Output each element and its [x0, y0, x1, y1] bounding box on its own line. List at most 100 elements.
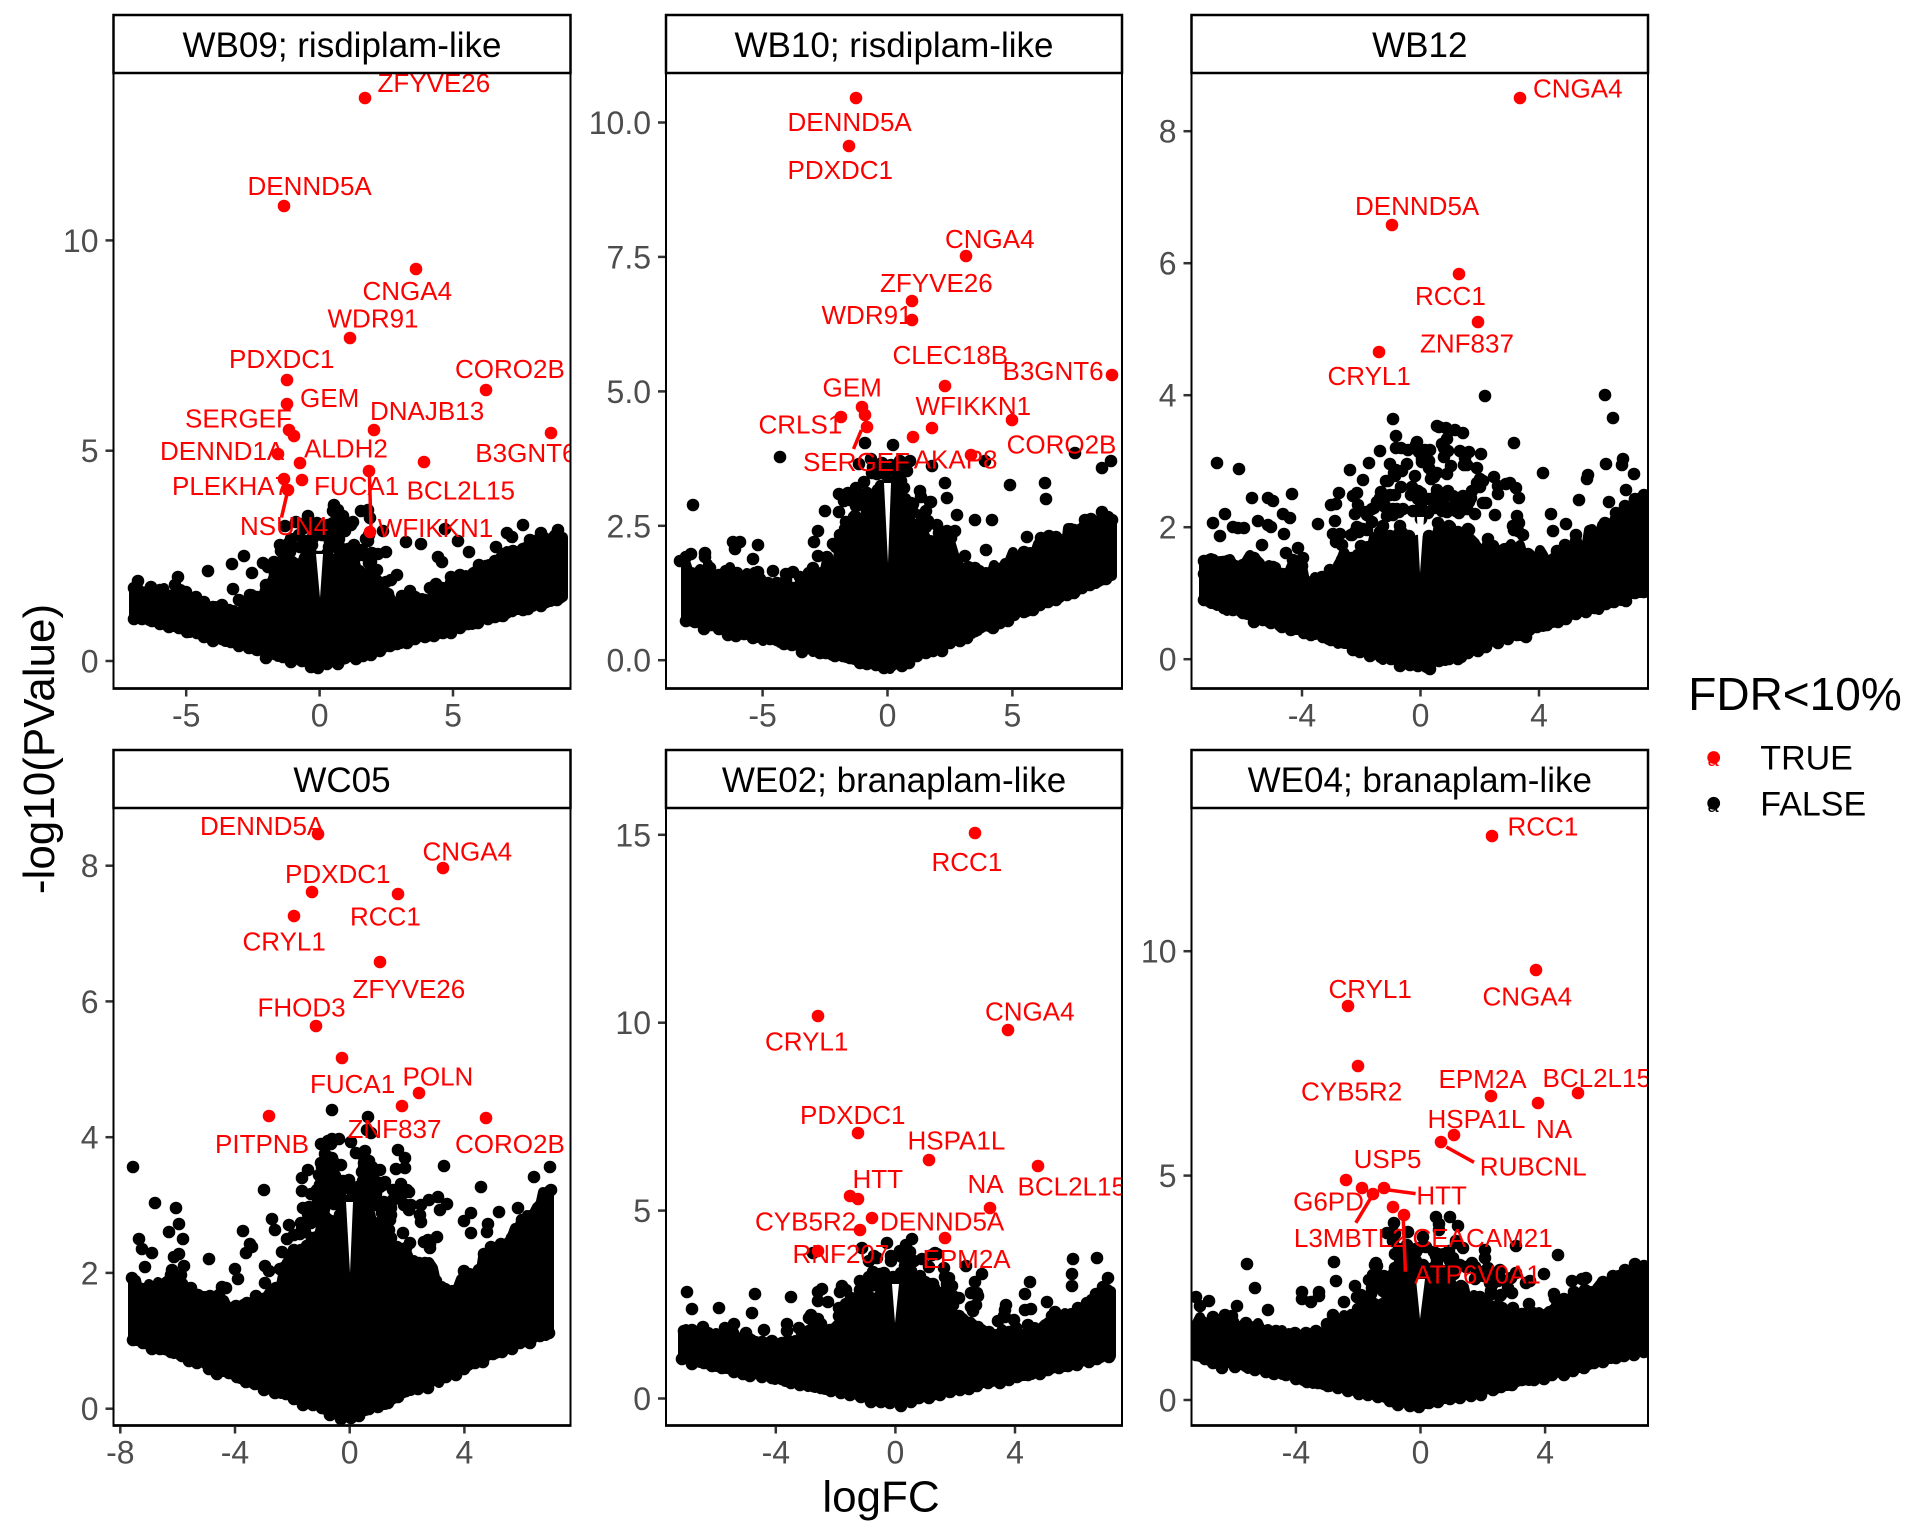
- svg-text:HSPA1L: HSPA1L: [1428, 1104, 1526, 1134]
- svg-text:0: 0: [887, 1435, 905, 1471]
- svg-text:PLEKHA7: PLEKHA7: [172, 471, 289, 501]
- svg-text:0: 0: [311, 698, 329, 734]
- svg-text:HTT: HTT: [1416, 1181, 1467, 1211]
- svg-text:-8: -8: [106, 1435, 134, 1471]
- svg-text:RCC1: RCC1: [350, 902, 421, 932]
- svg-text:5.0: 5.0: [607, 374, 651, 410]
- svg-text:PDXDC1: PDXDC1: [229, 344, 334, 374]
- svg-text:FUCA1: FUCA1: [314, 471, 399, 501]
- svg-text:CNGA4: CNGA4: [1483, 982, 1573, 1012]
- svg-text:0: 0: [81, 644, 99, 680]
- svg-text:-5: -5: [748, 698, 776, 734]
- svg-text:ZFYVE26: ZFYVE26: [880, 268, 993, 298]
- svg-text:0: 0: [1159, 1383, 1177, 1419]
- svg-text:-4: -4: [762, 1435, 790, 1471]
- svg-text:CRYL1: CRYL1: [1329, 974, 1412, 1004]
- svg-text:CLEC18B: CLEC18B: [893, 340, 1009, 370]
- svg-text:4: 4: [81, 1120, 99, 1156]
- svg-text:FALSE: FALSE: [1760, 785, 1866, 823]
- svg-text:EPM2A: EPM2A: [1439, 1064, 1528, 1094]
- svg-text:CNGA4: CNGA4: [985, 997, 1075, 1027]
- svg-text:DENND5A: DENND5A: [880, 1207, 1005, 1237]
- svg-text:B3GNT6: B3GNT6: [475, 438, 576, 468]
- svg-text:CNGA4: CNGA4: [363, 276, 453, 306]
- svg-text:2.5: 2.5: [607, 508, 651, 544]
- svg-text:NSUN4: NSUN4: [240, 511, 328, 541]
- svg-text:BCL2L15: BCL2L15: [1018, 1172, 1126, 1202]
- svg-text:4: 4: [1159, 378, 1177, 414]
- svg-text:SERGEF: SERGEF: [803, 447, 910, 477]
- svg-text:0: 0: [1412, 698, 1430, 734]
- svg-text:-log10(PValue): -log10(PValue): [15, 604, 64, 894]
- svg-text:6: 6: [1159, 246, 1177, 282]
- svg-text:WDR91: WDR91: [822, 300, 913, 330]
- svg-text:CEACAM21: CEACAM21: [1413, 1223, 1553, 1253]
- svg-text:DNAJB13: DNAJB13: [370, 396, 484, 426]
- svg-text:0: 0: [633, 1381, 651, 1417]
- svg-text:PITPNB: PITPNB: [215, 1129, 309, 1159]
- svg-text:RNF207: RNF207: [793, 1239, 890, 1269]
- svg-text:CRYL1: CRYL1: [765, 1027, 848, 1057]
- svg-text:WB09; risdiplam-like: WB09; risdiplam-like: [183, 26, 502, 65]
- svg-text:PDXDC1: PDXDC1: [788, 155, 893, 185]
- svg-text:0.0: 0.0: [607, 643, 651, 679]
- svg-text:0: 0: [1159, 642, 1177, 678]
- svg-text:SERGEF: SERGEF: [185, 404, 292, 434]
- svg-text:10: 10: [63, 223, 99, 259]
- svg-text:BCL2L15: BCL2L15: [407, 476, 515, 506]
- svg-text:CNGA4: CNGA4: [423, 837, 513, 867]
- svg-text:logFC: logFC: [822, 1473, 939, 1522]
- svg-text:WE02; branaplam-like: WE02; branaplam-like: [722, 761, 1066, 800]
- svg-text:PDXDC1: PDXDC1: [285, 859, 390, 889]
- svg-text:ZNF837: ZNF837: [348, 1114, 442, 1144]
- svg-text:DENND1A: DENND1A: [160, 436, 285, 466]
- svg-text:-4: -4: [1282, 1435, 1310, 1471]
- svg-text:CRYL1: CRYL1: [1328, 361, 1411, 391]
- svg-text:POLN: POLN: [403, 1062, 474, 1092]
- svg-text:EPM2A: EPM2A: [923, 1244, 1012, 1274]
- svg-text:NA: NA: [1536, 1114, 1573, 1144]
- svg-text:HTT: HTT: [853, 1164, 904, 1194]
- svg-text:4: 4: [1006, 1435, 1024, 1471]
- svg-text:4: 4: [1536, 1435, 1554, 1471]
- svg-text:WDR91: WDR91: [328, 304, 419, 334]
- svg-text:FHOD3: FHOD3: [258, 993, 346, 1023]
- svg-text:CRYL1: CRYL1: [243, 927, 326, 957]
- svg-text:FUCA1: FUCA1: [310, 1069, 395, 1099]
- svg-text:CNGA4: CNGA4: [945, 224, 1035, 254]
- svg-text:2: 2: [81, 1255, 99, 1291]
- svg-text:WC05: WC05: [293, 761, 390, 800]
- svg-text:-4: -4: [1288, 698, 1316, 734]
- svg-text:L3MBTL2: L3MBTL2: [1294, 1223, 1407, 1253]
- svg-text:0: 0: [1412, 1435, 1430, 1471]
- svg-text:CORO2B: CORO2B: [455, 1129, 565, 1159]
- svg-text:BCL2L15: BCL2L15: [1543, 1063, 1651, 1093]
- svg-text:5: 5: [81, 433, 99, 469]
- svg-text:-4: -4: [221, 1435, 249, 1471]
- svg-text:RUBCNL: RUBCNL: [1480, 1152, 1587, 1182]
- svg-text:ALDH2: ALDH2: [304, 434, 388, 464]
- svg-text:5: 5: [1159, 1158, 1177, 1194]
- svg-text:HSPA1L: HSPA1L: [908, 1126, 1006, 1156]
- svg-text:4: 4: [456, 1435, 474, 1471]
- svg-text:2: 2: [1159, 510, 1177, 546]
- svg-text:CORO2B: CORO2B: [1007, 430, 1117, 460]
- svg-text:WB10; risdiplam-like: WB10; risdiplam-like: [735, 26, 1054, 65]
- svg-text:USP5: USP5: [1354, 1144, 1422, 1174]
- svg-text:GEM: GEM: [823, 373, 882, 403]
- svg-text:10.0: 10.0: [589, 105, 651, 141]
- svg-text:10: 10: [615, 1005, 651, 1041]
- svg-text:CRLS1: CRLS1: [759, 410, 843, 440]
- svg-text:5: 5: [633, 1193, 651, 1229]
- svg-text:RCC1: RCC1: [1415, 281, 1486, 311]
- svg-text:TRUE: TRUE: [1760, 740, 1853, 778]
- svg-text:WFIKKN1: WFIKKN1: [378, 513, 494, 543]
- svg-text:DENND5A: DENND5A: [1355, 191, 1480, 221]
- svg-text:WE04; branaplam-like: WE04; branaplam-like: [1248, 761, 1592, 800]
- svg-text:8: 8: [1159, 114, 1177, 150]
- svg-text:ATP6V0A1: ATP6V0A1: [1414, 1260, 1541, 1290]
- svg-text:0: 0: [879, 698, 897, 734]
- svg-text:G6PD: G6PD: [1293, 1187, 1364, 1217]
- svg-text:6: 6: [81, 984, 99, 1020]
- svg-text:FDR<10%: FDR<10%: [1688, 668, 1901, 720]
